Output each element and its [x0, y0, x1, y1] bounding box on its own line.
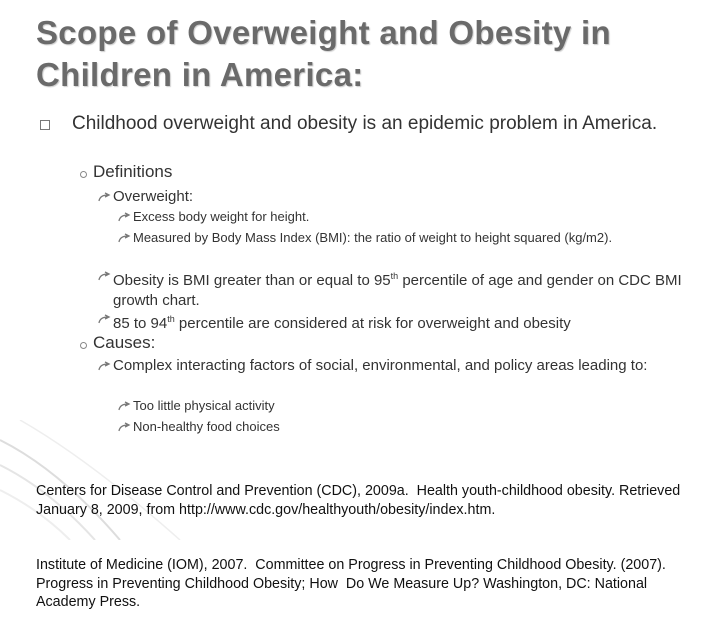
bullet: Excess body weight for height. — [133, 209, 310, 224]
bullet: Overweight: — [113, 188, 194, 205]
bullet-icon — [98, 314, 111, 324]
bullet: Complex interacting factors of social, e… — [113, 357, 648, 374]
bullet: Measured by Body Mass Index (BMI): the r… — [133, 230, 613, 245]
text: 85 to 94 — [113, 315, 168, 332]
bullet-icon — [118, 422, 131, 432]
text: Obesity is BMI greater than or equal to … — [113, 272, 391, 289]
bullet: Childhood overweight and obesity is an e… — [72, 113, 658, 134]
reference: Centers for Disease Control and Preventi… — [36, 483, 685, 518]
bullet-icon — [98, 361, 111, 371]
text: percentile are considered at risk for ov… — [174, 315, 571, 332]
decoration — [0, 420, 181, 540]
text: percentile of age and gender on CDC BMI … — [113, 272, 682, 309]
bullet: Non-healthy food choices — [133, 419, 280, 434]
bullet: Too little physical activity — [133, 398, 275, 413]
bullet-icon — [98, 192, 111, 202]
references: Centers for Disease Control and Preventi… — [36, 445, 696, 630]
superscript: th — [390, 271, 399, 281]
bullet-icon — [40, 120, 50, 130]
bullet: Causes: — [93, 333, 156, 352]
bullet-icon — [118, 401, 131, 411]
superscript: th — [167, 314, 175, 324]
bullet: 85 to 94th percentile are considered at … — [113, 309, 693, 334]
bullet-icon — [80, 342, 87, 349]
bullet-icon — [118, 212, 131, 222]
title: Scope of Overweight and Obesity in — [36, 14, 611, 51]
slide: Scope of Overweight and Obesity in Child… — [0, 14, 693, 610]
bullet: Definitions — [93, 162, 173, 181]
bullet-icon — [80, 171, 87, 178]
bullet: Obesity is BMI greater than or equal to … — [113, 266, 693, 311]
reference: Institute of Medicine (IOM), 2007. Commi… — [36, 557, 670, 610]
title: Children in America: — [36, 56, 364, 93]
bullet-icon — [98, 271, 111, 281]
bullet-icon — [118, 233, 131, 243]
